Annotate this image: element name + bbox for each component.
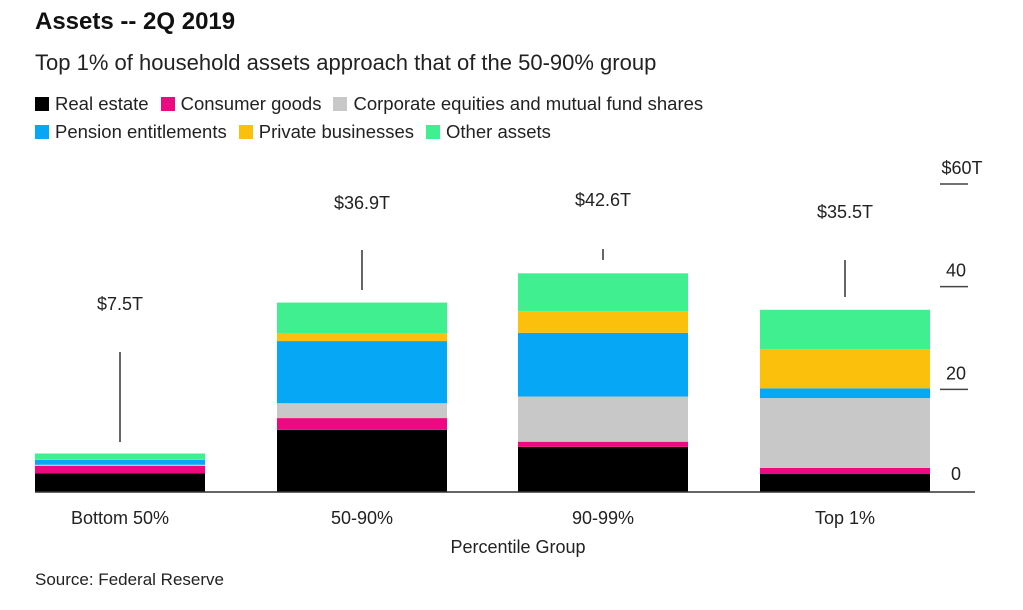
bar-segment-90-99-private-businesses bbox=[518, 311, 688, 333]
y-axis: 0 20 40 $60T bbox=[940, 158, 983, 484]
total-label-50-90: $36.9T bbox=[334, 193, 390, 213]
legend-swatch-pension-entitlements bbox=[35, 125, 49, 139]
source-note: Source: Federal Reserve bbox=[35, 570, 224, 589]
bar-segment-bottom-50-other-assets bbox=[35, 453, 205, 460]
legend-swatch-consumer-goods bbox=[160, 97, 175, 111]
bar-segment-50-90-private-businesses bbox=[277, 333, 447, 342]
bar-segment-50-90-corporate-equities-and-mutual-fund-shares bbox=[277, 403, 447, 419]
bar-segment-bottom-50-real-estate bbox=[35, 473, 205, 492]
total-label-bottom-50: $7.5T bbox=[97, 294, 143, 314]
bar-segment-50-90-real-estate bbox=[277, 429, 447, 492]
legend-item-real-estate: Real estate bbox=[35, 93, 149, 115]
bar-segment-50-90-consumer-goods bbox=[277, 418, 447, 430]
bars-group bbox=[35, 273, 930, 492]
legend-swatch-corporate-equities bbox=[333, 97, 348, 111]
y-tick-label-0: 0 bbox=[951, 464, 961, 484]
chart-subtitle: Top 1% of household assets approach that… bbox=[35, 50, 657, 75]
total-label-top-1: $35.5T bbox=[817, 202, 873, 222]
x-axis-title: Percentile Group bbox=[450, 537, 585, 557]
legend-item-corporate-equities: Corporate equities and mutual fund share… bbox=[333, 93, 703, 115]
total-leader-lines bbox=[119, 249, 846, 442]
bar-segment-top-1-corporate-equities-and-mutual-fund-shares bbox=[760, 398, 930, 468]
bar-segment-90-99-real-estate bbox=[518, 446, 688, 492]
y-tick-label-20: 20 bbox=[946, 363, 966, 383]
bar-segment-bottom-50-pension-entitlements bbox=[35, 459, 205, 465]
legend-label-corporate-equities: Corporate equities and mutual fund share… bbox=[353, 93, 704, 114]
x-tick-label-bottom-50: Bottom 50% bbox=[71, 508, 169, 528]
bar-segment-bottom-50-consumer-goods bbox=[35, 465, 205, 474]
bar-segment-90-99-consumer-goods bbox=[518, 441, 688, 447]
bar-segment-90-99-other-assets bbox=[518, 273, 688, 312]
bar-segment-top-1-real-estate bbox=[760, 474, 930, 492]
legend-row-2: Pension entitlements Private businesses … bbox=[35, 118, 935, 146]
chart-title: Assets -- 2Q 2019 bbox=[35, 8, 236, 35]
bar-segment-50-90-pension-entitlements bbox=[277, 341, 447, 404]
legend-swatch-other-assets bbox=[426, 125, 441, 139]
legend-row-1: Real estate Consumer goods Corporate equ… bbox=[35, 90, 935, 118]
bar-segment-bottom-50-corporate-equities-and-mutual-fund-shares bbox=[35, 464, 205, 466]
legend-label-real-estate: Real estate bbox=[55, 93, 149, 114]
legend: Real estate Consumer goods Corporate equ… bbox=[35, 90, 935, 146]
bar-segment-top-1-pension-entitlements bbox=[760, 388, 930, 399]
bar-segment-bottom-50-private-businesses bbox=[35, 459, 205, 460]
legend-item-other-assets: Other assets bbox=[426, 121, 551, 143]
legend-label-other-assets: Other assets bbox=[446, 121, 551, 142]
total-labels: $7.5T $36.9T $42.6T $35.5T bbox=[97, 190, 873, 314]
bar-segment-50-90-other-assets bbox=[277, 302, 447, 334]
x-tick-label-90-99: 90-99% bbox=[572, 508, 634, 528]
x-tick-label-50-90: 50-90% bbox=[331, 508, 393, 528]
legend-label-pension-entitlements: Pension entitlements bbox=[55, 121, 227, 142]
x-axis: Bottom 50% 50-90% 90-99% Top 1% bbox=[71, 508, 875, 528]
legend-item-private-businesses: Private businesses bbox=[238, 121, 415, 143]
bar-segment-top-1-private-businesses bbox=[760, 349, 930, 389]
legend-swatch-private-businesses bbox=[238, 125, 253, 139]
bar-segment-top-1-other-assets bbox=[760, 309, 930, 350]
legend-item-consumer-goods: Consumer goods bbox=[160, 93, 322, 115]
y-tick-label-60: $60T bbox=[941, 158, 982, 178]
legend-item-pension-entitlements: Pension entitlements bbox=[35, 121, 227, 143]
legend-swatch-real-estate bbox=[35, 97, 49, 111]
x-tick-label-top-1: Top 1% bbox=[815, 508, 875, 528]
y-tick-label-40: 40 bbox=[946, 261, 966, 281]
legend-label-consumer-goods: Consumer goods bbox=[180, 93, 322, 114]
bar-segment-90-99-corporate-equities-and-mutual-fund-shares bbox=[518, 396, 688, 442]
legend-label-private-businesses: Private businesses bbox=[258, 121, 415, 142]
bar-segment-90-99-pension-entitlements bbox=[518, 332, 688, 397]
total-label-90-99: $42.6T bbox=[575, 190, 631, 210]
bar-segment-top-1-consumer-goods bbox=[760, 467, 930, 475]
